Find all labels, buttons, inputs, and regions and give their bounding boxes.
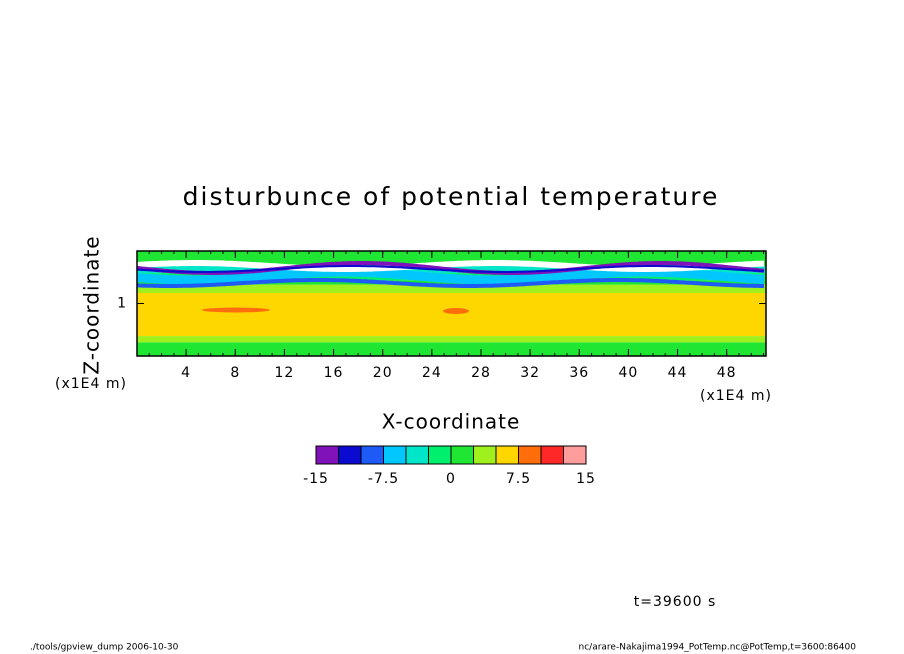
contour-band	[137, 293, 766, 337]
x-tick-label: 40	[618, 365, 638, 381]
x-tick-label: 8	[230, 365, 240, 381]
y-axis-unit: (x1E4 m)	[55, 376, 127, 392]
contour-patch	[443, 308, 469, 314]
colorbar-cell	[383, 445, 407, 465]
x-tick-label: 24	[422, 365, 442, 381]
x-tick-label: 4	[181, 365, 191, 381]
colorbar-cell	[473, 445, 497, 465]
contour-band	[137, 336, 766, 343]
colorbar-tick-label: -7.5	[368, 471, 399, 487]
contour-band	[136, 265, 765, 273]
colorbar-cell	[360, 445, 384, 465]
x-tick-label: 12	[275, 365, 295, 381]
colorbar-tick-label: 0	[446, 471, 456, 487]
colorbar-cell	[338, 445, 362, 465]
x-axis-unit: (x1E4 m)	[700, 388, 772, 404]
contour-patch	[202, 307, 270, 313]
x-tick-label: 44	[668, 365, 688, 381]
chart-title: disturbunce of potential temperature	[183, 182, 720, 211]
contour-band	[137, 251, 766, 266]
colorbar-cell	[540, 445, 564, 465]
colorbar-tick-label: 7.5	[506, 471, 531, 487]
x-tick-label: 36	[569, 365, 589, 381]
colorbar-cell	[518, 445, 542, 465]
colorbar-cell	[450, 445, 474, 465]
colorbar-tick-label: -15	[303, 471, 329, 487]
x-tick-label: 20	[373, 365, 393, 381]
x-tick-label: 16	[324, 365, 344, 381]
x-axis-label: X-coordinate	[382, 410, 521, 434]
contour-band	[137, 342, 766, 356]
footer-right: nc/arare-Nakajima1994_PotTemp.nc@PotTemp…	[579, 643, 857, 653]
y-axis-label: Z-coordinate	[80, 235, 104, 374]
contour-band	[137, 284, 766, 293]
colorbar-cell	[428, 445, 452, 465]
colorbar-cell	[563, 445, 587, 465]
contour-field	[136, 251, 766, 356]
y-tick-label: 1	[117, 296, 127, 312]
footer-left: ./tools/gpview_dump 2006-10-30	[30, 643, 179, 653]
x-tick-label: 48	[717, 365, 737, 381]
contour-band	[136, 278, 764, 288]
colorbar-cell	[495, 445, 519, 465]
contour-band	[136, 260, 765, 272]
annotation: t=39600 s	[634, 594, 717, 610]
contour-band	[136, 267, 765, 285]
colorbar-tick-label: 15	[576, 471, 596, 487]
colorbar-cell	[405, 445, 429, 465]
x-tick-label: 28	[471, 365, 491, 381]
x-tick-label: 32	[520, 365, 540, 381]
colorbar-cell	[315, 445, 339, 465]
